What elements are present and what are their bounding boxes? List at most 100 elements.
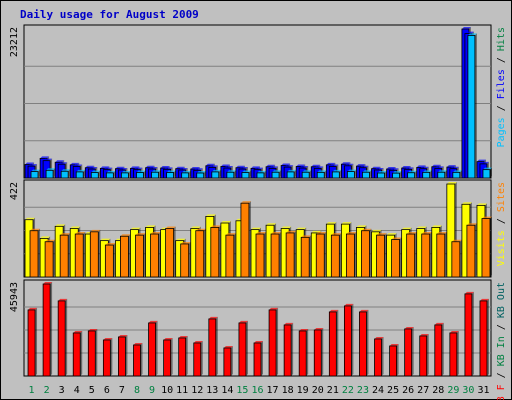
bar-kbytes-kb-f-day-5-side (95, 328, 98, 376)
bar-kbytes-kb-f-day-28-top (434, 322, 444, 325)
day-label-30: 30 (462, 385, 474, 396)
chart-title: Daily usage for August 2009 (20, 8, 199, 21)
bar-hits-pages-day-2-top (46, 168, 56, 171)
bar-visits-sites-day-29-top (451, 239, 462, 242)
day-label-15: 15 (236, 385, 248, 396)
bar-visits-sites-day-10-side (173, 226, 176, 277)
bar-kbytes-kb-f-day-25-side (396, 343, 399, 376)
bar-visits-visits-day-26-top (401, 227, 412, 230)
bar-hits-pages-day-25-top (392, 171, 402, 174)
bar-visits-sites-day-16-side (264, 232, 266, 277)
bar-visits-visits-day-29-top (446, 182, 457, 184)
bar-kbytes-kb-f-day-23-side (366, 309, 369, 376)
bar-hits-pages-day-20-top (317, 170, 327, 173)
bar-visits-visits-day-16-top (251, 227, 261, 230)
bar-hits-pages-day-31 (482, 169, 491, 179)
bar-hits-pages-day-10-side (173, 170, 176, 178)
day-label-1: 1 (29, 385, 35, 396)
bar-hits-pages-day-19-top (302, 170, 312, 173)
bar-hits-pages-day-1-side (38, 169, 41, 178)
bar-kbytes-kb-f-day-11-top (178, 335, 188, 338)
bar-kbytes-kb-f-day-9 (148, 322, 156, 377)
bar-kbytes-kb-f-day-19 (298, 330, 307, 377)
bar-visits-sites-day-1-top (30, 228, 41, 231)
bar-visits-sites-day-17-top (271, 232, 282, 235)
bar-kbytes-kb-f-day-17-top (269, 307, 279, 310)
bar-kbytes-kb-f-day-23-top (359, 309, 369, 312)
bar-visits-sites-day-2 (44, 241, 54, 278)
bar-visits-sites-day-15-top (240, 201, 251, 204)
bar-visits-sites-day-3 (59, 234, 69, 278)
bar-kbytes-kb-f-day-8-side (140, 342, 143, 376)
bar-visits-visits-day-3-top (55, 224, 66, 227)
panel-visits-legend-item-2: Sites (496, 182, 507, 212)
bar-visits-sites-day-13 (210, 227, 220, 278)
bar-kbytes-kb-f-day-12-side (200, 340, 203, 376)
bar-kbytes-kb-f-day-11 (178, 337, 187, 377)
bar-hits-pages-day-5-side (98, 170, 101, 178)
bar-kbytes-kb-f-day-30-side (471, 291, 474, 376)
panel-hits-legend-item-1: / (496, 99, 507, 117)
bar-kbytes-kb-f-day-6 (102, 339, 111, 377)
bar-hits-pages-day-15-side (248, 170, 251, 178)
bar-hits-pages-day-13-top (211, 169, 221, 172)
bar-kbytes-kb-f-day-24 (374, 338, 382, 377)
bar-visits-sites-day-24-top (376, 233, 387, 236)
bar-hits-hits-day-3-top (55, 160, 65, 163)
bar-hits-hits-day-20-top (311, 164, 321, 167)
bar-hits-files-day-20-top (314, 166, 324, 169)
bar-kbytes-kb-f-day-2-top (43, 282, 53, 284)
bar-visits-sites-day-21 (330, 234, 340, 278)
bar-kbytes-kb-f-day-3-side (65, 298, 68, 376)
panel-hits-plot-area (23, 24, 492, 179)
bar-hits-pages-day-31-top (482, 167, 492, 170)
bar-kbytes-kb-f-day-27 (419, 335, 428, 377)
bar-kbytes-kb-f-day-27-top (419, 333, 429, 336)
bar-hits-hits-day-1-top (25, 162, 35, 165)
bar-hits-pages-day-6-side (113, 170, 116, 178)
bar-hits-pages-day-11 (181, 172, 190, 179)
bar-kbytes-kb-f-day-3 (57, 300, 66, 377)
day-label-14: 14 (221, 385, 233, 396)
day-label-23: 23 (357, 385, 369, 396)
bar-hits-pages-day-6 (105, 172, 114, 179)
bar-visits-sites-day-10-top (165, 226, 176, 229)
day-label-19: 19 (297, 385, 309, 396)
bar-hits-pages-day-3-side (68, 169, 71, 178)
bar-hits-pages-day-25 (392, 172, 400, 179)
bar-visits-sites-day-16 (255, 233, 265, 278)
bar-visits-sites-day-4-side (83, 232, 86, 277)
bar-hits-pages-day-13 (211, 171, 220, 179)
bar-visits-sites-day-27-side (429, 232, 432, 277)
bar-visits-sites-day-21-side (339, 233, 342, 277)
bar-visits-sites-day-5 (89, 231, 99, 278)
bar-kbytes-kb-f-day-9-side (155, 320, 158, 376)
day-label-4: 4 (74, 385, 80, 396)
bar-visits-sites-day-15-side (248, 201, 251, 277)
bar-hits-pages-day-24-side (384, 170, 387, 178)
day-label-28: 28 (432, 385, 444, 396)
bar-hits-files-day-24-top (374, 167, 384, 170)
bar-kbytes-kb-f-day-4-top (73, 330, 83, 333)
bar-hits-pages-day-19 (301, 171, 310, 179)
bar-hits-files-day-4-top (73, 164, 83, 167)
bar-hits-files-day-25-top (389, 168, 399, 171)
bar-hits-hits-day-21-top (326, 162, 336, 165)
bar-kbytes-kb-f-day-13 (208, 318, 217, 377)
panel-visits-legend-item-0: Visits (496, 230, 507, 266)
day-label-2: 2 (44, 385, 50, 396)
day-label-27: 27 (417, 385, 429, 396)
day-label-16: 16 (251, 385, 263, 396)
bar-kbytes-kb-f-day-21 (328, 311, 337, 377)
bar-hits-pages-day-22-side (354, 169, 357, 178)
bar-visits-sites-day-1-side (38, 228, 41, 277)
bar-hits-pages-day-29-side (459, 170, 462, 178)
bar-hits-pages-day-29 (452, 171, 461, 179)
bar-visits-sites-day-20-side (324, 232, 327, 277)
day-label-26: 26 (402, 385, 414, 396)
panel-kbytes: 45943 KB F / KB In / KB Out (9, 279, 507, 400)
bar-visits-sites-day-31 (481, 218, 491, 278)
bar-hits-pages-day-26-side (414, 170, 417, 178)
bar-hits-pages-day-11-side (188, 170, 191, 178)
bar-hits-hits-day-19-top (296, 164, 306, 167)
